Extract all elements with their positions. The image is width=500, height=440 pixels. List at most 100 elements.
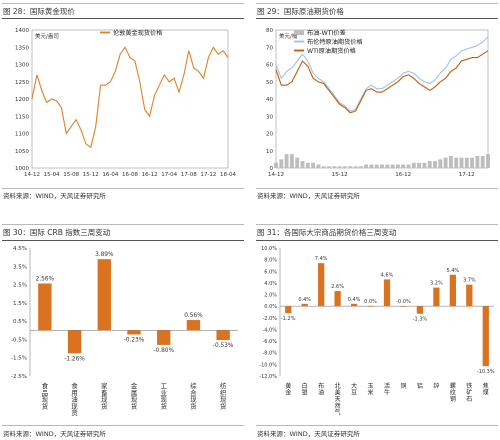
bar: [367, 306, 374, 307]
bar: [318, 263, 325, 307]
bar: [127, 330, 141, 335]
divider: [256, 188, 498, 189]
bar: [400, 306, 407, 307]
data-label: -0.53%: [213, 343, 234, 349]
y-tick-label: -8.0%: [262, 351, 277, 357]
gold-price-chart: 1000 1050 1100 1150 1200 1250 1300 1350 1400 14-1…: [15, 28, 236, 178]
bar: [186, 320, 201, 331]
spread-bar: [486, 154, 490, 168]
spread-bar: [454, 157, 459, 168]
y-tick-label: 80: [266, 28, 273, 34]
y-tick-label: 1350: [15, 45, 29, 51]
figure-29-source: 资料来源：WIND，天风证券研究所: [257, 192, 360, 200]
legend-label: WTI原油期货价格: [307, 47, 357, 55]
category-label-char: 铜: [400, 382, 406, 390]
category-label-char: 螺: [450, 382, 456, 390]
category-label-char: 货: [71, 408, 77, 417]
data-label: 0.4%: [348, 297, 361, 303]
x-tick-label: 14-12: [24, 172, 40, 178]
x-tick-label: 17-08: [181, 172, 197, 178]
data-label: 3.2%: [430, 281, 443, 287]
divider: [256, 3, 498, 4]
y-axis-label: 美元/桶: [279, 32, 298, 40]
spread-bar: [311, 162, 316, 168]
y-tick-label: 0.5%: [13, 319, 27, 325]
category-label-char: 焦: [483, 382, 489, 390]
figure-31-source: 资料来源：WIND，天风证券研究所: [257, 430, 360, 438]
spread-bar: [433, 161, 437, 168]
data-label: 4.6%: [381, 272, 394, 278]
divider: [256, 224, 498, 225]
category-label-char: 货: [101, 401, 107, 410]
data-label: 0.56%: [184, 313, 203, 319]
category-label-char: 现: [220, 396, 227, 404]
spread-bar: [470, 157, 475, 168]
spread-bar: [353, 166, 358, 168]
bar: [416, 306, 424, 314]
spread-bar: [284, 154, 289, 168]
legend-swatch: [294, 30, 304, 35]
category-label-char: 食: [42, 381, 49, 390]
bar: [449, 274, 456, 307]
spread-bar: [321, 166, 326, 168]
spread-bar: [289, 154, 294, 168]
figure-28-caption: 图 28：国际黄金现价: [3, 7, 75, 16]
x-tick-label: 16-12: [395, 172, 411, 178]
bar: [38, 283, 52, 331]
category-label-char: 油: [318, 389, 324, 397]
category-label-char: 品: [42, 389, 48, 397]
y-tick-label: 2.0%: [264, 293, 277, 299]
category-label-char: 用: [71, 389, 77, 397]
category-label-char: 美: [335, 389, 341, 397]
category-label-char: 现: [101, 396, 108, 404]
y-tick-label: 40: [266, 97, 273, 103]
figure-31-caption: 图 31：各国际大宗商品期货价格三周变动: [257, 228, 397, 237]
y-tick-label: -12.0%: [259, 374, 277, 380]
bar: [482, 306, 489, 367]
spread-bar: [342, 166, 347, 168]
spread-bar: [480, 155, 485, 168]
divider: [256, 18, 498, 19]
spread-bar: [337, 166, 342, 168]
category-label-char: 纹: [450, 389, 456, 397]
legend-label: 布油-WTI价差: [307, 29, 346, 37]
bar: [97, 259, 111, 331]
y-tick-label: -4.0%: [262, 327, 277, 333]
y-axis-label: 美元/盎司: [35, 32, 59, 40]
crb-change-chart: -2.5% -1.5% -0.5% 0.5% 1.5% 2.5% 3.5% 4.5% 2.56%…: [11, 246, 238, 417]
category-label-char: 布: [318, 382, 324, 390]
legend-label: 布伦特原油期货价格: [307, 38, 363, 46]
spread-bar: [305, 162, 310, 168]
data-label: 3.89%: [95, 252, 114, 258]
category-label-char: 现: [190, 396, 197, 404]
spread-bar: [364, 164, 369, 168]
category-label-char: 锌: [433, 382, 439, 390]
y-tick-label: 10: [266, 149, 273, 155]
series-line: [31, 46, 229, 149]
y-tick-label: 1100: [15, 132, 29, 138]
y-tick-label: 20: [266, 132, 273, 138]
category-label-char: 玉: [368, 383, 374, 390]
spread-bar: [459, 157, 464, 168]
y-tick-label: 1400: [15, 28, 29, 34]
category-label-char: 属: [131, 389, 137, 397]
bar: [466, 284, 473, 307]
series-line: [275, 50, 489, 114]
data-label: -1.3%: [413, 317, 428, 323]
plot-frame: [31, 29, 229, 169]
category-label-char: 然: [335, 402, 341, 410]
category-label-char: 货: [190, 401, 196, 410]
spread-bar: [380, 164, 384, 168]
y-tick-label: 60: [266, 63, 273, 69]
divider: [2, 240, 244, 241]
spread-bar: [295, 157, 300, 168]
divider: [256, 425, 498, 426]
spread-bar: [411, 162, 416, 168]
category-label-char: 铝: [417, 382, 423, 390]
y-tick-label: 0.0%: [264, 304, 277, 310]
spread-bar: [374, 164, 379, 168]
category-label-char: 油: [71, 395, 77, 404]
category-label-char: 货: [131, 401, 137, 410]
legend-label: 伦敦黄金现货价格: [113, 29, 163, 37]
y-tick-label: 1150: [15, 114, 29, 120]
